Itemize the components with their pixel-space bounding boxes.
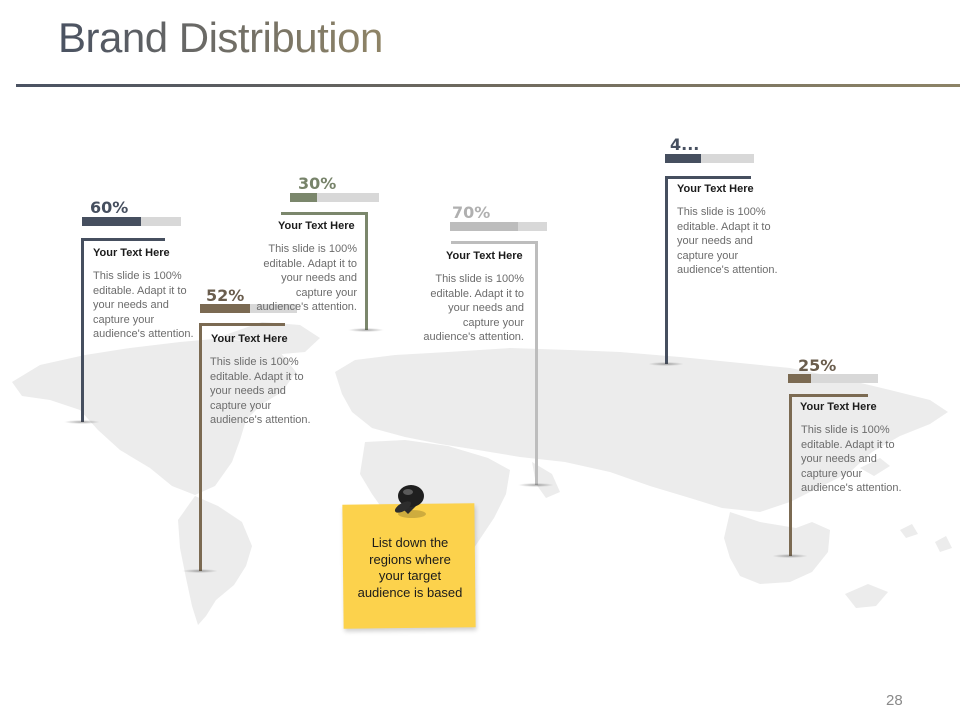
progress-bar	[82, 217, 181, 226]
marker-heading: Your Text Here	[677, 183, 754, 195]
slide-title: Brand Distribution	[58, 14, 383, 61]
percent-label: 52%	[206, 286, 245, 305]
flag-arm	[281, 212, 368, 215]
progress-bar	[450, 222, 547, 231]
marker-body: This slide is 100% editable. Adapt it to…	[256, 243, 357, 313]
percent-label: 25%	[798, 356, 837, 375]
progress-fill	[788, 374, 811, 383]
flag-arm	[665, 176, 751, 179]
progress-bar	[665, 154, 754, 163]
marker-heading: Your Text Here	[93, 247, 170, 259]
flag-arm	[789, 394, 868, 397]
progress-fill	[82, 217, 142, 226]
progress-fill	[290, 193, 317, 202]
page-number: 28	[886, 692, 903, 709]
marker-body: This slide is 100% editable. Adapt it to…	[677, 206, 778, 276]
sticky-note-text: List down the regions where your target …	[357, 535, 463, 600]
flag-pole	[665, 176, 668, 364]
flag-pole	[81, 238, 84, 422]
pole-shadow	[64, 420, 100, 424]
progress-bar	[290, 193, 379, 202]
flag-pole	[789, 394, 792, 556]
flag-pole	[535, 241, 538, 485]
progress-bar	[200, 304, 297, 313]
percent-label: 60%	[90, 198, 129, 217]
percent-label: 70%	[452, 203, 491, 222]
pole-shadow	[348, 328, 384, 332]
marker-heading: Your Text Here	[800, 401, 877, 413]
marker-body: This slide is 100% editable. Adapt it to…	[93, 270, 194, 340]
marker-body: This slide is 100% editable. Adapt it to…	[210, 356, 311, 426]
flag-arm	[451, 241, 538, 244]
push-pin-icon	[394, 485, 426, 518]
marker-body: This slide is 100% editable. Adapt it to…	[423, 273, 524, 343]
percent-label: 30%	[298, 174, 337, 193]
flag-pole	[365, 212, 368, 330]
progress-fill	[450, 222, 518, 231]
marker-heading: Your Text Here	[278, 220, 355, 232]
pole-shadow	[182, 569, 218, 573]
percent-label: 4...	[670, 135, 700, 154]
progress-fill	[200, 304, 251, 313]
title-divider	[16, 84, 960, 87]
flag-arm	[81, 238, 165, 241]
pole-shadow	[648, 362, 684, 366]
marker-heading: Your Text Here	[446, 250, 523, 262]
flag-pole	[199, 323, 202, 571]
marker-heading: Your Text Here	[211, 333, 288, 345]
progress-bar	[788, 374, 878, 383]
progress-fill	[665, 154, 701, 163]
marker-body: This slide is 100% editable. Adapt it to…	[801, 424, 902, 494]
pole-shadow	[518, 483, 554, 487]
flag-arm	[199, 323, 285, 326]
pole-shadow	[772, 554, 808, 558]
